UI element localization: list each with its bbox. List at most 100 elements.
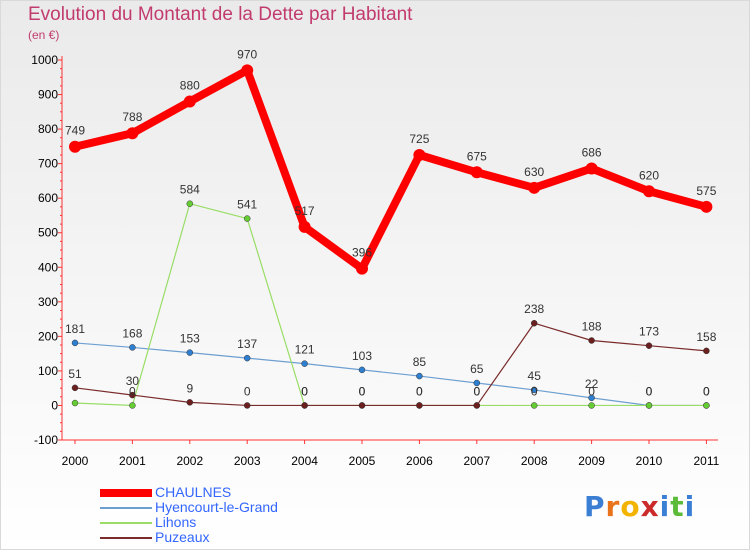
y-tick-label: 200	[38, 329, 58, 343]
data-label: 0	[416, 384, 423, 398]
logo-letter: o	[620, 490, 641, 523]
data-point	[645, 342, 653, 349]
y-tick-label: 500	[38, 226, 58, 240]
logo-letter: r	[605, 490, 621, 523]
data-point	[129, 391, 136, 399]
data-label: 675	[467, 149, 487, 163]
y-tick-label: 700	[38, 157, 58, 171]
data-label: 725	[409, 132, 429, 146]
data-label: 0	[703, 384, 710, 398]
data-point	[416, 372, 423, 380]
data-label: 970	[237, 47, 257, 61]
legend-label: Puzeaux	[155, 529, 210, 545]
data-point	[301, 402, 308, 409]
chart-title: Evolution du Montant de la Dette par Hab…	[28, 4, 413, 25]
data-label: 575	[696, 184, 716, 198]
data-point	[243, 215, 251, 222]
data-label: 121	[295, 343, 315, 357]
data-point	[588, 394, 595, 402]
data-point	[186, 399, 194, 406]
data-label: 45	[528, 369, 542, 383]
series-line-hyencourt-le-grand	[74, 342, 708, 407]
data-label: 51	[68, 367, 82, 381]
data-point	[69, 140, 81, 153]
data-point	[470, 166, 483, 179]
data-point	[358, 402, 366, 409]
data-label: 30	[126, 374, 140, 388]
logo-letter: x	[640, 490, 660, 523]
data-label: 541	[237, 198, 257, 212]
data-point	[585, 162, 598, 175]
y-tick-label: 1000	[31, 53, 58, 67]
data-point	[528, 181, 541, 194]
legend-swatch	[100, 506, 152, 509]
legend-label: Lihons	[155, 514, 197, 530]
data-label: 630	[524, 165, 544, 179]
x-tick-label: 2006	[406, 454, 433, 468]
data-label: 584	[180, 183, 200, 197]
data-label: 9	[186, 381, 193, 395]
data-label: 85	[413, 355, 427, 369]
data-point	[473, 379, 481, 387]
data-label: 396	[352, 246, 372, 260]
data-label: 749	[65, 124, 85, 138]
data-label: 181	[65, 322, 85, 336]
data-label: 0	[703, 384, 710, 398]
legend-swatch	[100, 488, 152, 497]
data-point	[243, 402, 251, 409]
data-label: 168	[122, 326, 142, 340]
data-point	[530, 402, 538, 409]
x-tick-label: 2007	[463, 454, 490, 468]
data-point	[241, 64, 254, 77]
data-point	[183, 95, 196, 108]
data-label: 788	[122, 110, 142, 124]
logo-letter: i	[659, 490, 671, 523]
data-point	[700, 200, 713, 213]
chart-subtitle: (en €)	[28, 28, 60, 42]
data-label: 173	[639, 325, 659, 339]
data-point	[298, 220, 311, 233]
data-point	[530, 319, 538, 327]
series-line-chaulnes	[71, 66, 711, 273]
data-label: 153	[180, 332, 200, 346]
x-tick-label: 2004	[291, 454, 318, 468]
data-label: 0	[646, 384, 653, 398]
data-label: 0	[473, 384, 480, 398]
data-label: 238	[524, 302, 544, 316]
proxiti-logo: Proxiti	[584, 490, 695, 523]
y-tick-label: 100	[38, 364, 58, 378]
data-label: 620	[639, 168, 659, 182]
data-point	[356, 262, 368, 275]
data-label: 0	[416, 384, 423, 398]
legend-label: CHAULNES	[155, 484, 232, 500]
data-point	[416, 402, 423, 409]
data-label: 0	[244, 384, 251, 398]
data-point	[588, 337, 595, 344]
data-label: 103	[352, 349, 372, 363]
y-tick-label: 600	[38, 191, 58, 205]
series-line-puzeaux	[74, 322, 708, 407]
data-point	[71, 339, 79, 347]
data-label: 0	[129, 384, 136, 398]
x-tick-label: 2011	[693, 454, 719, 468]
x-tick-label: 2003	[234, 454, 261, 468]
data-point	[129, 402, 136, 409]
logo-letter: t	[670, 490, 685, 523]
data-label: 158	[696, 330, 716, 344]
data-label: 0	[646, 384, 653, 398]
data-label: 65	[470, 362, 484, 376]
logo-letter: i	[684, 490, 696, 523]
data-point	[243, 354, 251, 362]
data-point	[129, 344, 136, 351]
data-point	[588, 402, 595, 409]
x-tick-label: 2009	[578, 454, 605, 468]
y-tick-label: -100	[34, 433, 58, 447]
x-tick-label: 2005	[349, 454, 376, 468]
x-tick-label: 2010	[636, 454, 663, 468]
data-label: 0	[359, 384, 366, 398]
data-point	[703, 347, 710, 355]
legend-label: Hyencourt-le-Grand	[155, 499, 278, 515]
y-tick-label: 400	[38, 260, 58, 274]
data-point	[530, 386, 538, 394]
